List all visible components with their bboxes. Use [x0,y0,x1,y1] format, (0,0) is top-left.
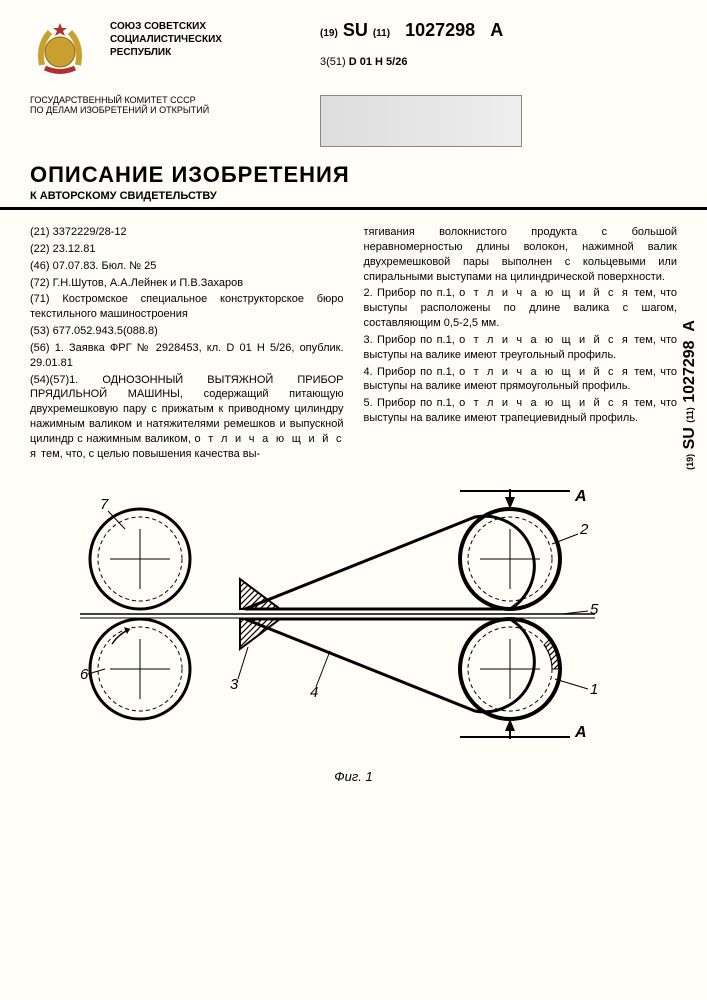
figure-caption: Фиг. 1 [30,769,677,784]
svg-text:1: 1 [590,681,598,698]
field-22: (22) 23.12.81 [30,242,344,257]
field-54: (54)(57)1. ОДНОЗОННЫЙ ВЫТЯЖНОЙ ПРИБОР ПР… [30,373,344,462]
right-column: тягивания волокнистого продукта с большо… [364,225,678,464]
patent-page: СОЮЗ СОВЕТСКИХСОЦИАЛИСТИЧЕСКИХРЕСПУБЛИК … [0,0,707,1000]
stamp-box [320,95,522,147]
title-bar: ОПИСАНИЕ ИЗОБРЕТЕНИЯ К АВТОРСКОМУ СВИДЕТ… [0,152,707,210]
state-emblem [30,20,90,80]
left-column: (21) 3372229/28-12 (22) 23.12.81 (46) 07… [30,225,344,464]
ipc-classification: 3(51) D 01 H 5/26 [320,56,677,68]
field-46: (46) 07.07.83. Бюл. № 25 [30,259,344,274]
svg-text:A: A [574,724,587,741]
svg-text:2: 2 [579,521,589,538]
field-53: (53) 677.052.943.5(088.8) [30,324,344,339]
svg-text:5: 5 [590,601,599,618]
document-id: (19) SU (11) 1027298 A [320,20,677,41]
organization-name: СОЮЗ СОВЕТСКИХСОЦИАЛИСТИЧЕСКИХРЕСПУБЛИК [110,20,260,80]
field-72: (72) Г.Н.Шутов, А.А.Лейнек и П.В.Захаров [30,276,344,291]
claim-2: 2. Прибор по п.1, о т л и ч а ю щ и й с … [364,286,678,331]
document-numbers: (19) SU (11) 1027298 A 3(51) D 01 H 5/26 [280,20,677,80]
main-title: ОПИСАНИЕ ИЗОБРЕТЕНИЯ [30,162,677,188]
svg-text:6: 6 [80,666,89,683]
subtitle: К АВТОРСКОМУ СВИДЕТЕЛЬСТВУ [30,190,677,202]
claim-1-cont: тягивания волокнистого продукта с большо… [364,225,678,284]
field-21: (21) 3372229/28-12 [30,225,344,240]
header: СОЮЗ СОВЕТСКИХСОЦИАЛИСТИЧЕСКИХРЕСПУБЛИК … [0,0,707,90]
svg-text:A: A [574,488,587,505]
body-columns: (21) 3372229/28-12 (22) 23.12.81 (46) 07… [0,210,707,479]
svg-text:4: 4 [310,684,318,701]
figure-1: A A 7 6 3 4 2 5 1 Фиг. 1 [30,479,677,769]
claim-5: 5. Прибор по п.1, о т л и ч а ю щ и й с … [364,396,678,426]
side-doc-label: (19) SU (11) 1027298 A [681,320,699,470]
svg-text:7: 7 [100,496,109,513]
field-71: (71) Костромское специальное конструктор… [30,292,344,322]
claim-3: 3. Прибор по п.1, о т л и ч а ю щ и й с … [364,333,678,363]
committee-row: ГОСУДАРСТВЕННЫЙ КОМИТЕТ СССРПО ДЕЛАМ ИЗО… [0,90,707,152]
claim-4: 4. Прибор по п.1, о т л и ч а ю щ и й с … [364,365,678,395]
field-56: (56) 1. Заявка ФРГ № 2928453, кл. D 01 H… [30,341,344,371]
committee-name: ГОСУДАРСТВЕННЫЙ КОМИТЕТ СССРПО ДЕЛАМ ИЗО… [30,95,280,147]
